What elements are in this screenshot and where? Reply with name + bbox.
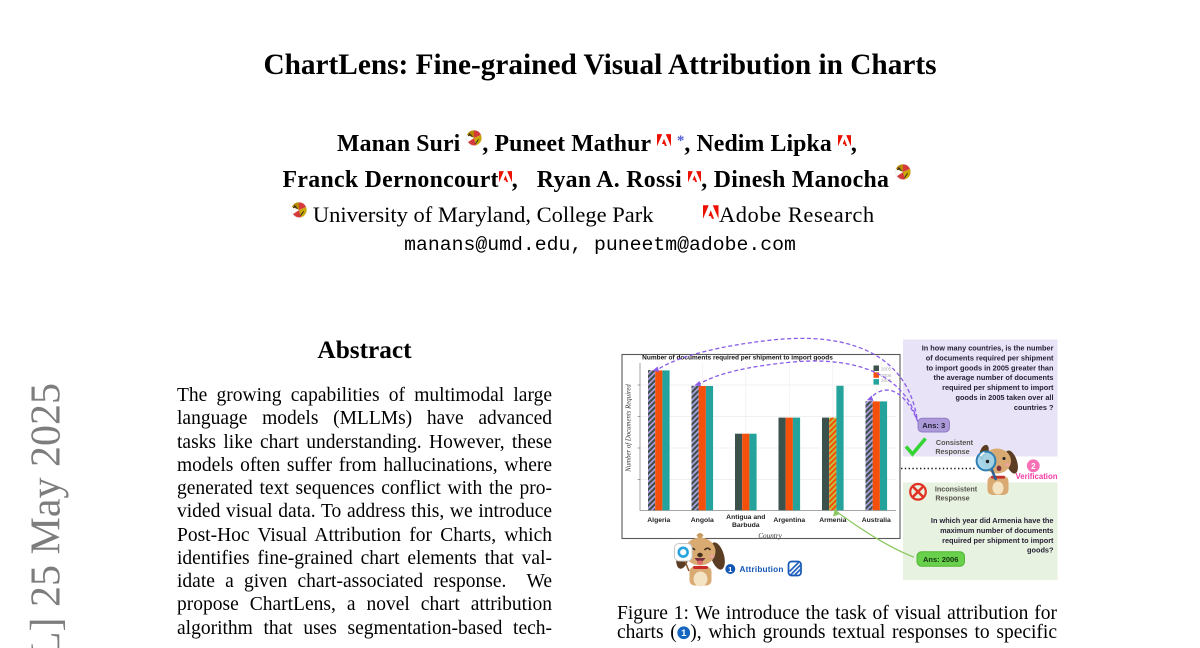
svg-text:Ans: 2006: Ans: 2006	[923, 555, 958, 564]
svg-text:In which year did Armenia have: In which year did Armenia have the	[931, 516, 1054, 525]
svg-text:arXiv:2505.19360v1 [cs.CL] 25: arXiv:2505.19360v1 [cs.CL] 25 May 2025	[24, 383, 70, 648]
svg-text:Armenia: Armenia	[819, 517, 846, 524]
svg-text:2005: 2005	[881, 366, 892, 371]
svg-text:1: 1	[681, 628, 687, 639]
svg-text:Number of documents required p: Number of documents required per shipmen…	[642, 355, 833, 362]
svg-text:countries ?: countries ?	[1014, 403, 1054, 412]
svg-text:1: 1	[728, 565, 733, 574]
svg-text:goods in 2005 taken over all: goods in 2005 taken over all	[956, 393, 1054, 402]
svg-text:Australia: Australia	[862, 517, 891, 524]
svg-text:required per shipment to impor: required per shipment to import	[942, 536, 1054, 545]
svg-text:Number of Documents Required: Number of Documents Required	[626, 384, 633, 473]
svg-text:the average number of document: the average number of documents	[934, 373, 1054, 382]
svg-text:to import goods in 2005 greate: to import goods in 2005 greater than	[926, 363, 1054, 372]
svg-text:Barbuda: Barbuda	[732, 522, 760, 529]
svg-text:Verification: Verification	[1015, 472, 1057, 481]
svg-text:maximum number of documents: maximum number of documents	[940, 526, 1053, 535]
svg-text:Consistent: Consistent	[936, 438, 974, 447]
svg-text:Response: Response	[935, 447, 969, 456]
svg-text:Algeria: Algeria	[647, 517, 670, 524]
svg-text:2006: 2006	[881, 373, 892, 378]
svg-text:required per shipment to impor: required per shipment to import	[942, 383, 1054, 392]
svg-text:Inconsistent: Inconsistent	[935, 484, 978, 493]
svg-text:Angola: Angola	[691, 517, 714, 524]
svg-text:Country: Country	[758, 532, 782, 540]
svg-text:Ans: 3: Ans: 3	[922, 421, 945, 430]
svg-text:of documents required per ship: of documents required per shipment	[926, 353, 1054, 362]
svg-text:In how many countries, is the: In how many countries, is the number	[922, 343, 1054, 352]
svg-text:goods?: goods?	[1027, 546, 1054, 555]
svg-text:2: 2	[1031, 462, 1036, 471]
svg-text:Antigua and: Antigua and	[726, 514, 765, 521]
svg-text:Response: Response	[935, 494, 969, 503]
svg-text:2007: 2007	[881, 378, 892, 383]
svg-text:Argentina: Argentina	[773, 517, 805, 524]
svg-text:Attribution: Attribution	[740, 565, 784, 574]
